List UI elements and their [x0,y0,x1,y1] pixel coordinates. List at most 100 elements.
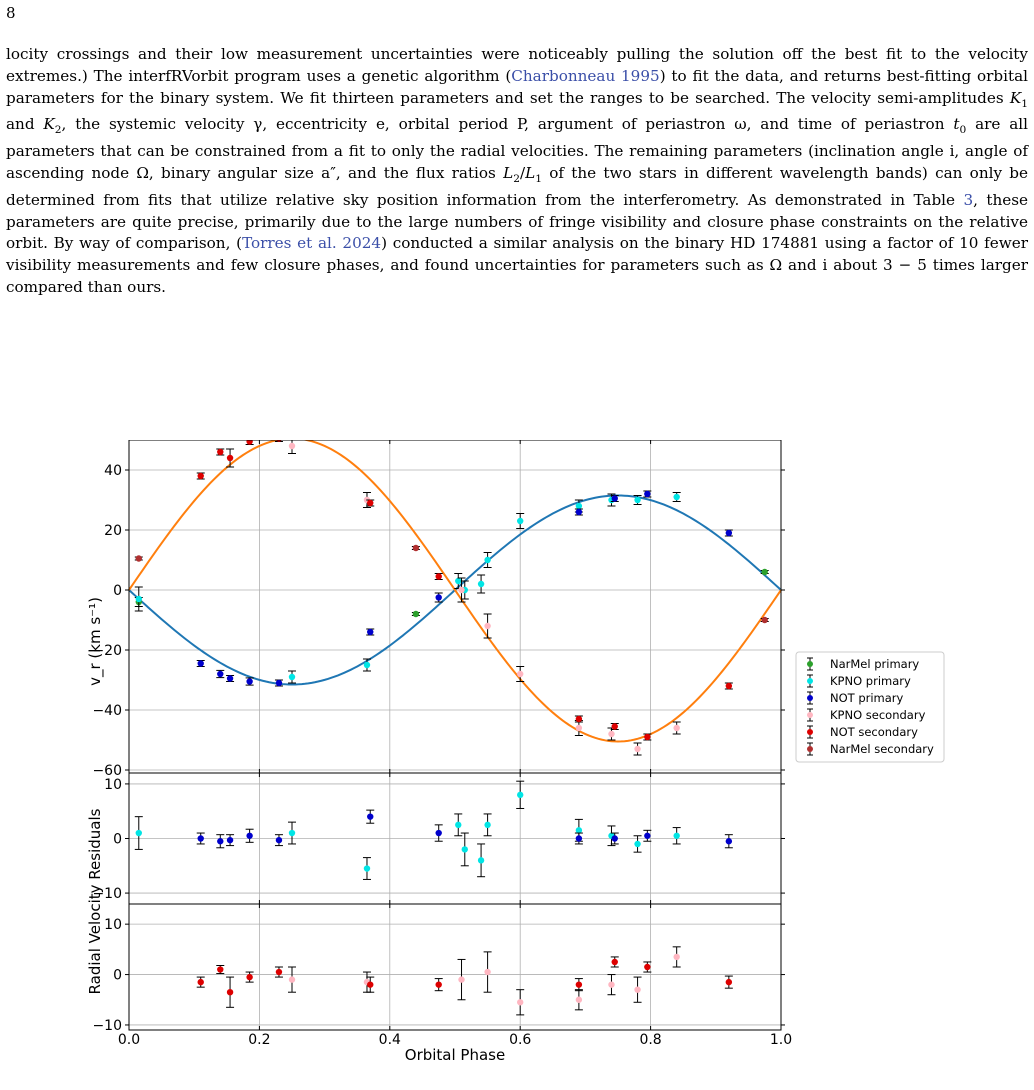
data-point [246,678,253,685]
legend-label: NarMel primary [830,657,919,671]
data-point [611,958,618,966]
y-tick-label: −40 [92,703,122,719]
data-point [517,999,524,1006]
data-point [135,829,142,837]
data-point [517,670,524,678]
data-point [484,821,491,829]
legend-marker [807,746,813,752]
x-tick-label: 0.0 [118,1032,140,1048]
data-point [288,976,296,983]
data-point [725,838,733,845]
data-point [634,745,641,753]
data-point [455,821,462,829]
data-point [575,996,583,1003]
text-s1: locity crossings and their low measureme… [6,45,1028,85]
data-point [575,981,583,988]
series-kpno-secondary [288,440,681,756]
data-point [458,976,465,983]
table-ref-link[interactable]: 3 [963,190,974,209]
data-point [644,490,651,498]
panel-primary-residuals: 10 0 −10 [92,772,785,905]
data-point [217,966,224,973]
data-point [484,968,491,976]
data-point [217,448,224,456]
data-point [575,502,583,510]
y-tick-label: 0 [113,583,122,599]
panel-secondary-residuals: 10 0 −100.0 0.2 0.4 0.6 0.8 1.0 Orbital Phase [92,903,792,1064]
text-s7: ) conducted a similar analysis on the bi… [6,234,1028,297]
legend-label: KPNO primary [830,674,911,688]
data-point [725,978,733,986]
legend-box [795,651,945,763]
data-point [634,986,641,993]
y-tick-label: 10 [104,777,122,793]
citation-torres[interactable]: Torres et al. 2024 [242,234,382,253]
data-point [367,813,374,820]
data-point [288,442,296,450]
data-point [197,835,204,842]
series-not-primary [196,490,733,687]
y-tick-label: 0 [113,968,122,984]
y-tick-label: 40 [104,463,122,479]
y-axis-label: v_r (km s⁻¹) [86,597,105,686]
data-point [435,829,442,837]
data-point [608,981,615,988]
legend-marker [807,712,813,718]
data-point [517,517,524,525]
y-tick-label: −60 [92,763,122,779]
data-point [673,493,680,501]
data-point [217,670,224,678]
data-point [217,838,224,845]
data-point [435,573,442,580]
y-tick-label: −20 [92,643,122,659]
series-kpno-secondary [288,946,681,1016]
data-point [673,832,680,839]
data-point [435,594,442,601]
body-paragraph: locity crossings and their low measureme… [6,45,1029,297]
citation-charbonneau[interactable]: Charbonneau 1995 [511,66,660,85]
data-point [673,953,680,961]
data-point [275,679,283,687]
data-point [275,836,283,844]
x-tick-label: 0.2 [248,1032,270,1048]
data-point [246,832,253,839]
data-point [575,835,583,842]
text-s2: ) to fit the data, and returns best-fitt… [6,66,1029,107]
data-point [761,568,768,576]
legend-label: KPNO secondary [830,708,926,722]
legend-label: NarMel secondary [830,742,934,756]
data-point [363,661,371,669]
text-s6: , these parameters are quite precise, pr… [6,190,1028,253]
legend-label: NOT primary [830,691,904,705]
x-tick-label: 0.8 [639,1032,661,1048]
text-s5: of the two stars in different wavelength… [6,164,1028,209]
axes-frame [128,440,782,774]
data-point [725,529,733,537]
y-tick-label: −10 [92,1018,122,1034]
series-kpno-primary [134,492,681,684]
data-point [611,835,618,842]
data-point [575,715,583,723]
data-point [725,682,733,690]
data-point [367,499,374,507]
data-point [575,724,583,732]
axes-frame [128,903,782,1031]
residuals-y-axis-label: Radial Velocity Residuals [86,808,104,994]
data-point [477,857,485,864]
data-point [673,724,680,732]
model-curve-secondary [128,440,782,743]
data-point [226,675,234,682]
series-not-secondary [196,956,733,1008]
data-point [135,555,142,562]
data-point [575,508,583,516]
data-point [435,981,442,988]
data-point [477,580,485,588]
y-tick-label: 20 [104,523,122,539]
data-point [517,791,524,799]
data-point [611,495,618,502]
data-point [367,628,374,636]
data-point [461,846,468,853]
x-tick-label: 0.4 [379,1032,401,1048]
data-point [412,544,420,552]
